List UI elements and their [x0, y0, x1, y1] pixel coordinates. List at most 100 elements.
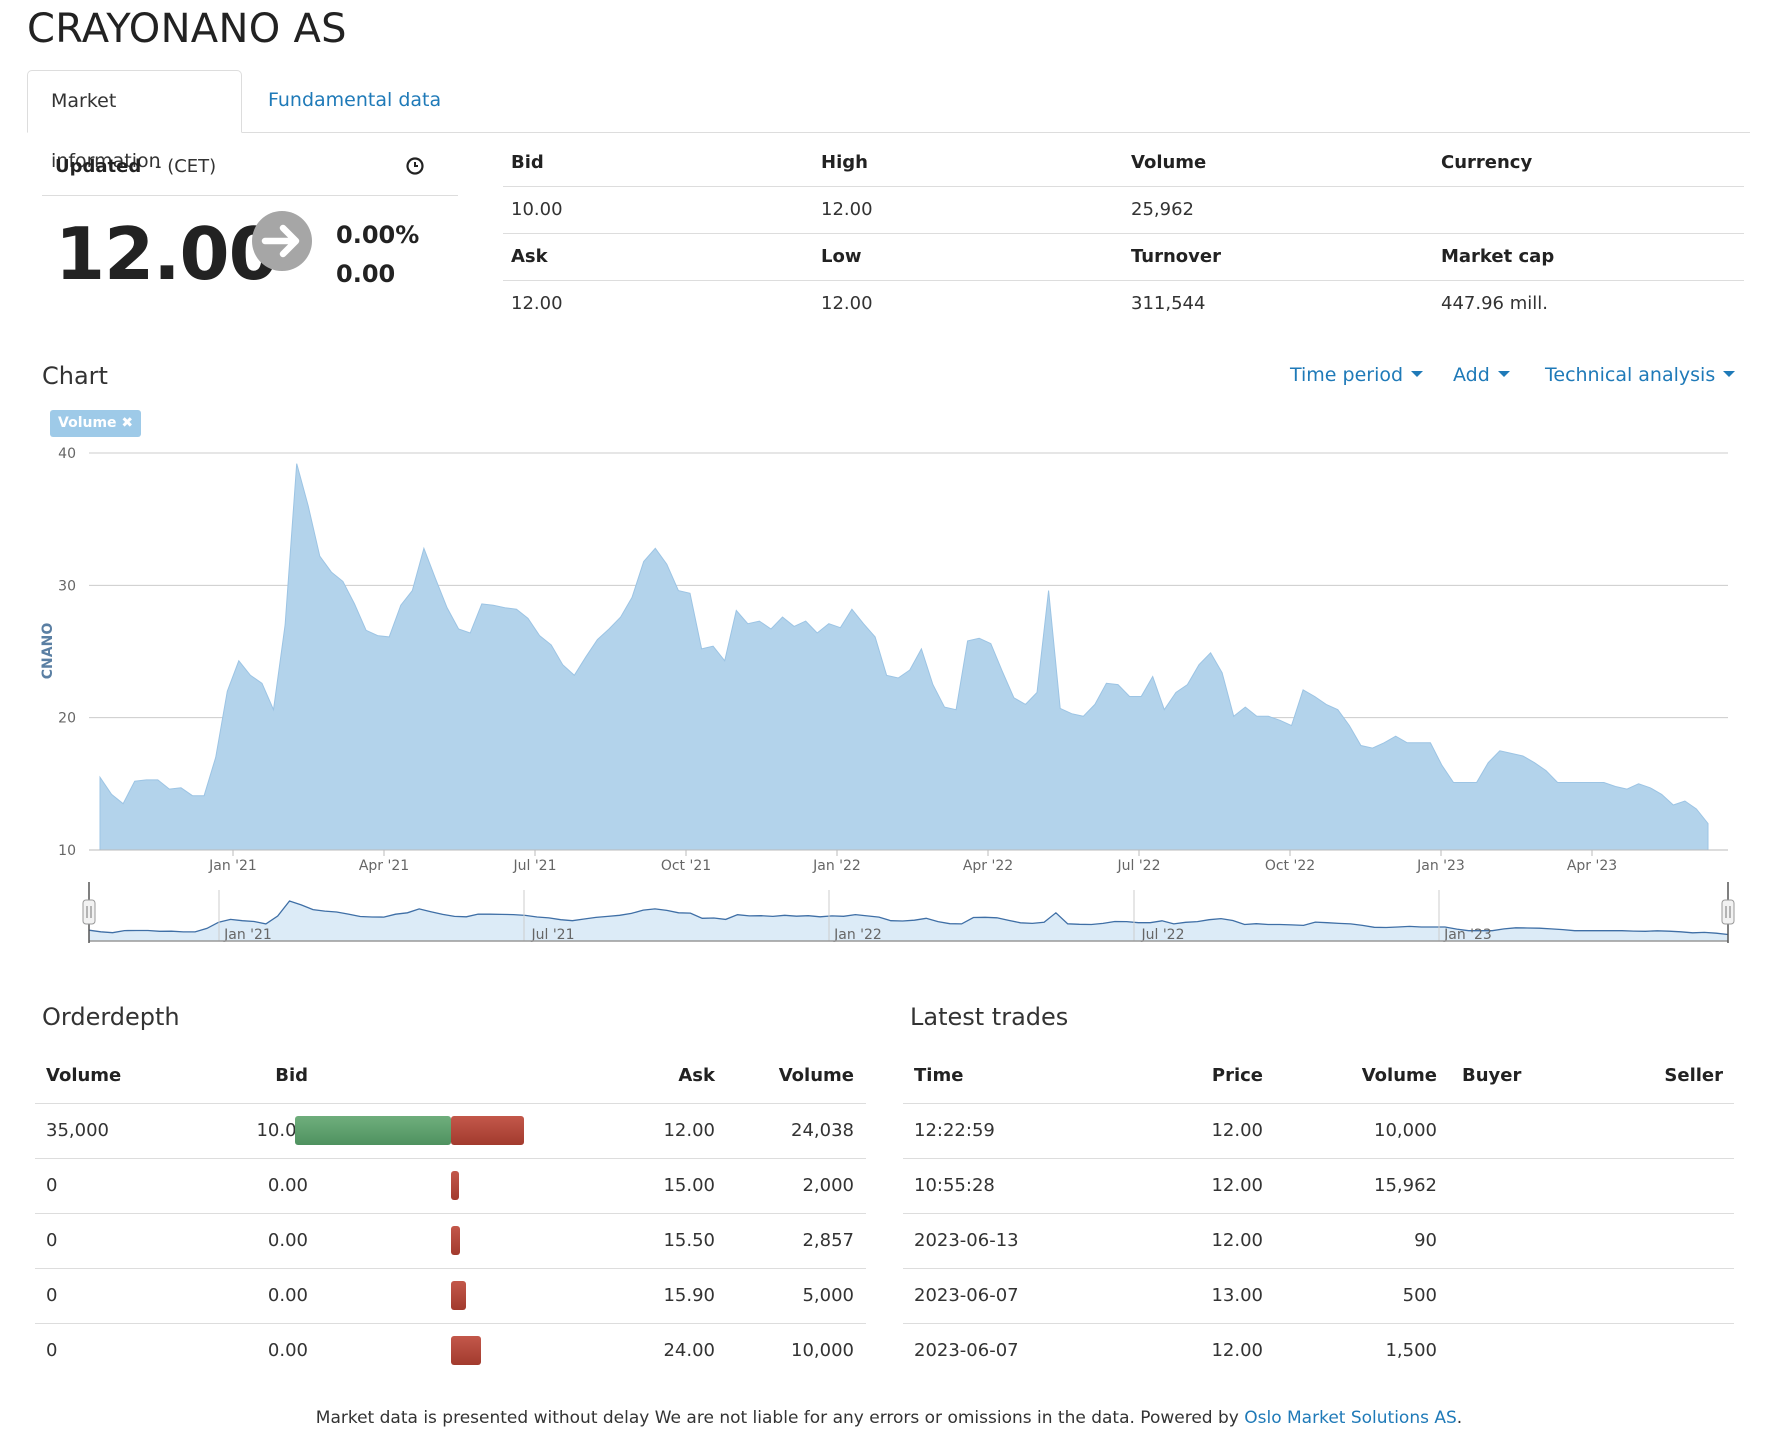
caret-down-icon	[1411, 370, 1424, 377]
trade-price-cell: 12.00	[1211, 1120, 1263, 1141]
add-label: Add	[1453, 364, 1490, 386]
trade-price-cell: 12.00	[1211, 1175, 1263, 1196]
trade-time-cell: 12:22:59	[914, 1120, 995, 1141]
tab-market-information[interactable]: Market information	[27, 70, 242, 172]
turnover-header: Turnover	[1131, 246, 1221, 267]
quote-value-row: 12.00 12.00 311,544 447.96 mill.	[503, 281, 1744, 327]
ask-price-cell: 15.90	[663, 1285, 715, 1306]
low-value: 12.00	[821, 293, 873, 314]
x-tick-label: Jan '23	[1416, 858, 1465, 874]
change-percent: 0.00%	[336, 221, 420, 249]
ask-depth-bar	[451, 1281, 467, 1310]
last-price: 12.00	[55, 212, 279, 296]
ask-header: Ask	[511, 246, 548, 267]
trade-time-cell: 2023-06-07	[914, 1285, 1019, 1306]
tab-bar: Market information Fundamental data	[27, 70, 1750, 172]
time-period-label: Time period	[1290, 364, 1404, 386]
footer-suffix: .	[1456, 1408, 1463, 1428]
ask-value: 12.00	[511, 293, 563, 314]
orderdepth-title: Orderdepth	[42, 1003, 180, 1031]
bid-header: Bid	[275, 1065, 308, 1086]
x-tick-label: Oct '22	[1265, 858, 1315, 874]
ask-volume-cell: 10,000	[791, 1340, 854, 1361]
trade-time-cell: 2023-06-07	[914, 1340, 1019, 1361]
volume-badge-label: Volume	[58, 415, 117, 431]
bid-volume-cell: 35,000	[46, 1120, 109, 1141]
navigator-left-handle[interactable]	[82, 899, 96, 925]
ask-depth-bar	[451, 1171, 459, 1200]
bid-price-cell: 0.00	[267, 1175, 308, 1196]
x-tick-label: Oct '21	[661, 858, 711, 874]
trade-price-cell: 13.00	[1211, 1285, 1263, 1306]
trade-volume-cell: 1,500	[1385, 1340, 1437, 1361]
price-chart[interactable]: 10 20 30 40 CNANO Jan '21 Apr '21 Jul '21 Oct '2…	[0, 430, 1778, 950]
technical-analysis-label: Technical analysis	[1545, 364, 1716, 386]
x-tick-label: Jan '22	[812, 858, 861, 874]
y-tick-label: 10	[58, 843, 76, 859]
quote-header-row: Bid High Volume Currency	[503, 140, 1744, 187]
close-icon[interactable]: ✖	[121, 415, 134, 431]
volume-header: Volume	[1361, 1065, 1437, 1086]
high-value: 12.00	[821, 199, 873, 220]
navigator-right-handle[interactable]	[1721, 899, 1735, 925]
navigator-tick-label: Jul '22	[1140, 927, 1184, 943]
updated-value: - (CET)	[155, 156, 217, 177]
trade-volume-cell: 90	[1414, 1230, 1437, 1251]
oslo-market-solutions-link[interactable]: Oslo Market Solutions AS	[1244, 1408, 1457, 1428]
volume-value: 25,962	[1131, 199, 1194, 220]
bid-volume-cell: 0	[46, 1285, 58, 1306]
tab-fundamental-data[interactable]: Fundamental data	[268, 89, 442, 111]
turnover-value: 311,544	[1131, 293, 1206, 314]
time-header: Time	[914, 1065, 964, 1086]
orderdepth-row: 0 0.00 24.00 10,000	[35, 1323, 866, 1378]
updated-row: Updated - (CET)	[42, 147, 458, 196]
updated-label: Updated	[55, 156, 142, 177]
caret-down-icon	[1723, 370, 1736, 377]
bid-price-cell: 0.00	[267, 1285, 308, 1306]
y-tick-label: 20	[58, 711, 76, 727]
clock-icon[interactable]	[404, 155, 426, 177]
trade-volume-cell: 500	[1402, 1285, 1437, 1306]
bid-price-cell: 0.00	[267, 1340, 308, 1361]
bid-volume-cell: 0	[46, 1175, 58, 1196]
trade-time-cell: 10:55:28	[914, 1175, 995, 1196]
x-tick-label: Jul '21	[512, 858, 556, 874]
quote-grid: Bid High Volume Currency 10.00 12.00 25,…	[503, 140, 1744, 327]
x-tick-label: Apr '23	[1567, 858, 1617, 874]
y-tick-label: 40	[58, 446, 76, 462]
y-tick-label: 30	[58, 578, 76, 594]
arrow-right-icon	[252, 211, 312, 271]
ask-volume-cell: 24,038	[791, 1120, 854, 1141]
technical-analysis-menu[interactable]: Technical analysis	[1545, 364, 1736, 386]
bid-volume-header: Volume	[46, 1065, 122, 1086]
y-axis-title: CNANO	[40, 623, 56, 680]
orderdepth-row: 0 0.00 15.50 2,857	[35, 1213, 866, 1269]
add-menu[interactable]: Add	[1453, 364, 1510, 386]
latest-trades-header-row: Time Price Volume Buyer Seller	[903, 1048, 1734, 1104]
market-cap-header: Market cap	[1441, 246, 1555, 267]
ask-price-cell: 24.00	[663, 1340, 715, 1361]
volume-header: Volume	[1131, 152, 1207, 173]
trade-volume-cell: 15,962	[1374, 1175, 1437, 1196]
price-header: Price	[1211, 1065, 1263, 1086]
ask-volume-cell: 5,000	[802, 1285, 854, 1306]
x-tick-label: Apr '22	[963, 858, 1013, 874]
trade-price-cell: 12.00	[1211, 1230, 1263, 1251]
page-title: CRAYONANO AS	[27, 6, 347, 52]
trade-volume-cell: 10,000	[1374, 1120, 1437, 1141]
volume-indicator-badge[interactable]: Volume ✖	[50, 410, 142, 437]
volume-area-series	[99, 463, 1709, 851]
time-period-menu[interactable]: Time period	[1290, 364, 1424, 386]
currency-header: Currency	[1441, 152, 1533, 173]
ask-header: Ask	[678, 1065, 715, 1086]
bid-volume-cell: 0	[46, 1340, 58, 1361]
quote-value-row: 10.00 12.00 25,962	[503, 187, 1744, 234]
ask-depth-bar	[451, 1116, 524, 1145]
navigator-line	[88, 900, 1729, 936]
bid-volume-cell: 0	[46, 1230, 58, 1251]
x-tick-label: Apr '21	[359, 858, 409, 874]
quote-header-row: Ask Low Turnover Market cap	[503, 234, 1744, 281]
ask-depth-bar	[451, 1336, 482, 1365]
orderdepth-row: 0 0.00 15.90 5,000	[35, 1268, 866, 1324]
trade-row: 12:22:59 12.00 10,000	[903, 1103, 1734, 1159]
